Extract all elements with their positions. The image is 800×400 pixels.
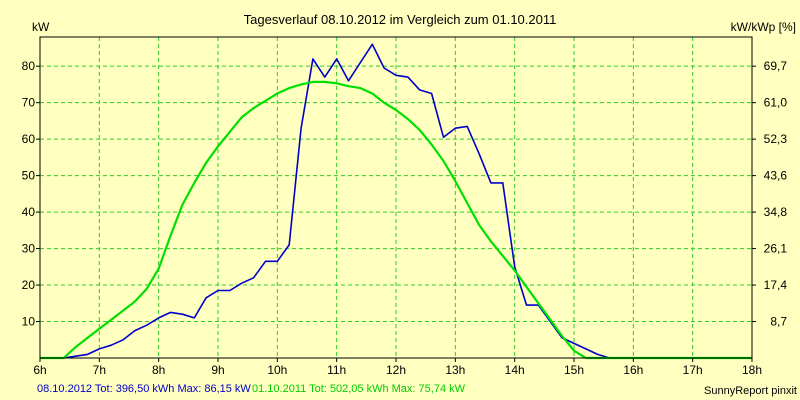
x-tick-label: 11h bbox=[327, 363, 346, 377]
y-tick-label-left: 50 bbox=[22, 169, 36, 183]
y-tick-label-right: 61,0 bbox=[764, 96, 788, 110]
y-tick-label-right: 34,8 bbox=[764, 205, 788, 219]
footer-credit: SunnyReport pinxit bbox=[704, 385, 797, 397]
y-tick-label-left: 10 bbox=[22, 315, 36, 329]
x-tick-label: 10h bbox=[267, 363, 287, 377]
x-tick-label: 9h bbox=[211, 363, 224, 377]
x-tick-label: 17h bbox=[683, 363, 703, 377]
y-tick-label-right: 43,6 bbox=[764, 169, 788, 183]
x-tick-label: 14h bbox=[505, 363, 525, 377]
x-tick-label: 12h bbox=[386, 363, 406, 377]
y-tick-label-left: 30 bbox=[22, 242, 36, 256]
x-tick-label: 16h bbox=[623, 363, 643, 377]
y-tick-label-right: 69,7 bbox=[764, 59, 788, 73]
y-axis-left-label: kW bbox=[32, 20, 50, 34]
grid bbox=[40, 37, 752, 358]
chart-title: Tagesverlauf 08.10.2012 im Vergleich zum… bbox=[244, 12, 557, 27]
plot-area bbox=[40, 37, 752, 358]
y-tick-label-left: 80 bbox=[22, 59, 36, 73]
y-tick-label-right: 8,7 bbox=[770, 315, 787, 329]
axis-ticks: 6h 7h 8h 9h 10h 11h 12h 13h 14h 15h 16h 17h 18h 10 20 3… bbox=[22, 59, 788, 377]
y-tick-label-right: 17,4 bbox=[764, 278, 788, 292]
x-tick-label: 15h bbox=[564, 363, 584, 377]
x-tick-label: 8h bbox=[152, 363, 165, 377]
x-tick-label: 6h bbox=[33, 363, 46, 377]
footer-series2-summary: 01.10.2011 Tot: 502,05 kWh Max: 75,74 kW bbox=[252, 383, 466, 395]
x-tick-label: 13h bbox=[445, 363, 465, 377]
footer-series1-summary: 08.10.2012 Tot: 396,50 kWh Max: 86,15 kW bbox=[37, 383, 251, 395]
y-tick-label-left: 60 bbox=[22, 132, 36, 146]
y-tick-label-right: 52,3 bbox=[764, 132, 788, 146]
y-tick-label-left: 20 bbox=[22, 278, 36, 292]
x-tick-label: 18h bbox=[742, 363, 762, 377]
y-axis-right-label: kW/kWp [%] bbox=[731, 20, 796, 34]
y-tick-label-right: 26,1 bbox=[764, 242, 788, 256]
x-tick-label: 7h bbox=[93, 363, 106, 377]
y-tick-label-left: 70 bbox=[22, 96, 36, 110]
y-tick-label-left: 40 bbox=[22, 205, 36, 219]
